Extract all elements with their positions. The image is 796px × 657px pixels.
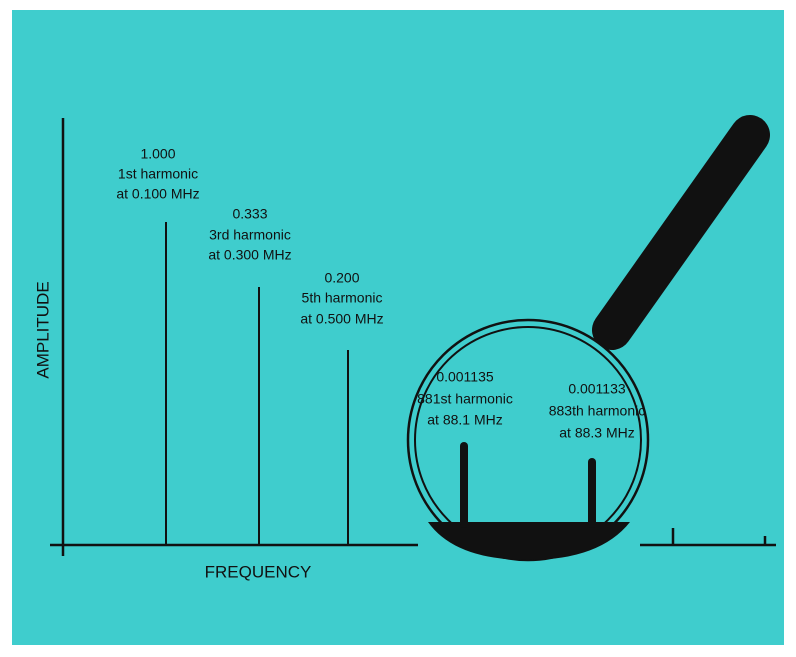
harmonic-name: 881st harmonic <box>417 391 513 407</box>
amplitude: 0.200 <box>324 270 359 286</box>
harmonic-name: 1st harmonic <box>118 166 198 182</box>
amplitude: 0.001135 <box>436 369 494 385</box>
amplitude: 1.000 <box>140 146 175 162</box>
background <box>12 10 784 645</box>
magnifier-handle <box>592 115 770 350</box>
frequency: at 0.100 MHz <box>116 186 199 202</box>
frequency: at 88.1 MHz <box>427 412 502 428</box>
harmonic-name: 3rd harmonic <box>209 227 291 243</box>
frequency: at 0.500 MHz <box>300 311 383 327</box>
amplitude: 0.333 <box>232 206 267 222</box>
frequency: at 88.3 MHz <box>559 425 634 441</box>
x-axis-label: FREQUENCY <box>205 562 312 581</box>
harmonic-lines <box>165 222 349 545</box>
frequency: at 0.300 MHz <box>208 247 291 263</box>
axes <box>50 118 776 556</box>
amplitude: 0.001133 <box>568 381 626 397</box>
harmonic-name: 5th harmonic <box>302 290 383 306</box>
harmonic-name: 883th harmonic <box>549 403 646 419</box>
y-axis-label: AMPLITUDE <box>33 281 52 378</box>
magnified-axis <box>428 522 630 560</box>
